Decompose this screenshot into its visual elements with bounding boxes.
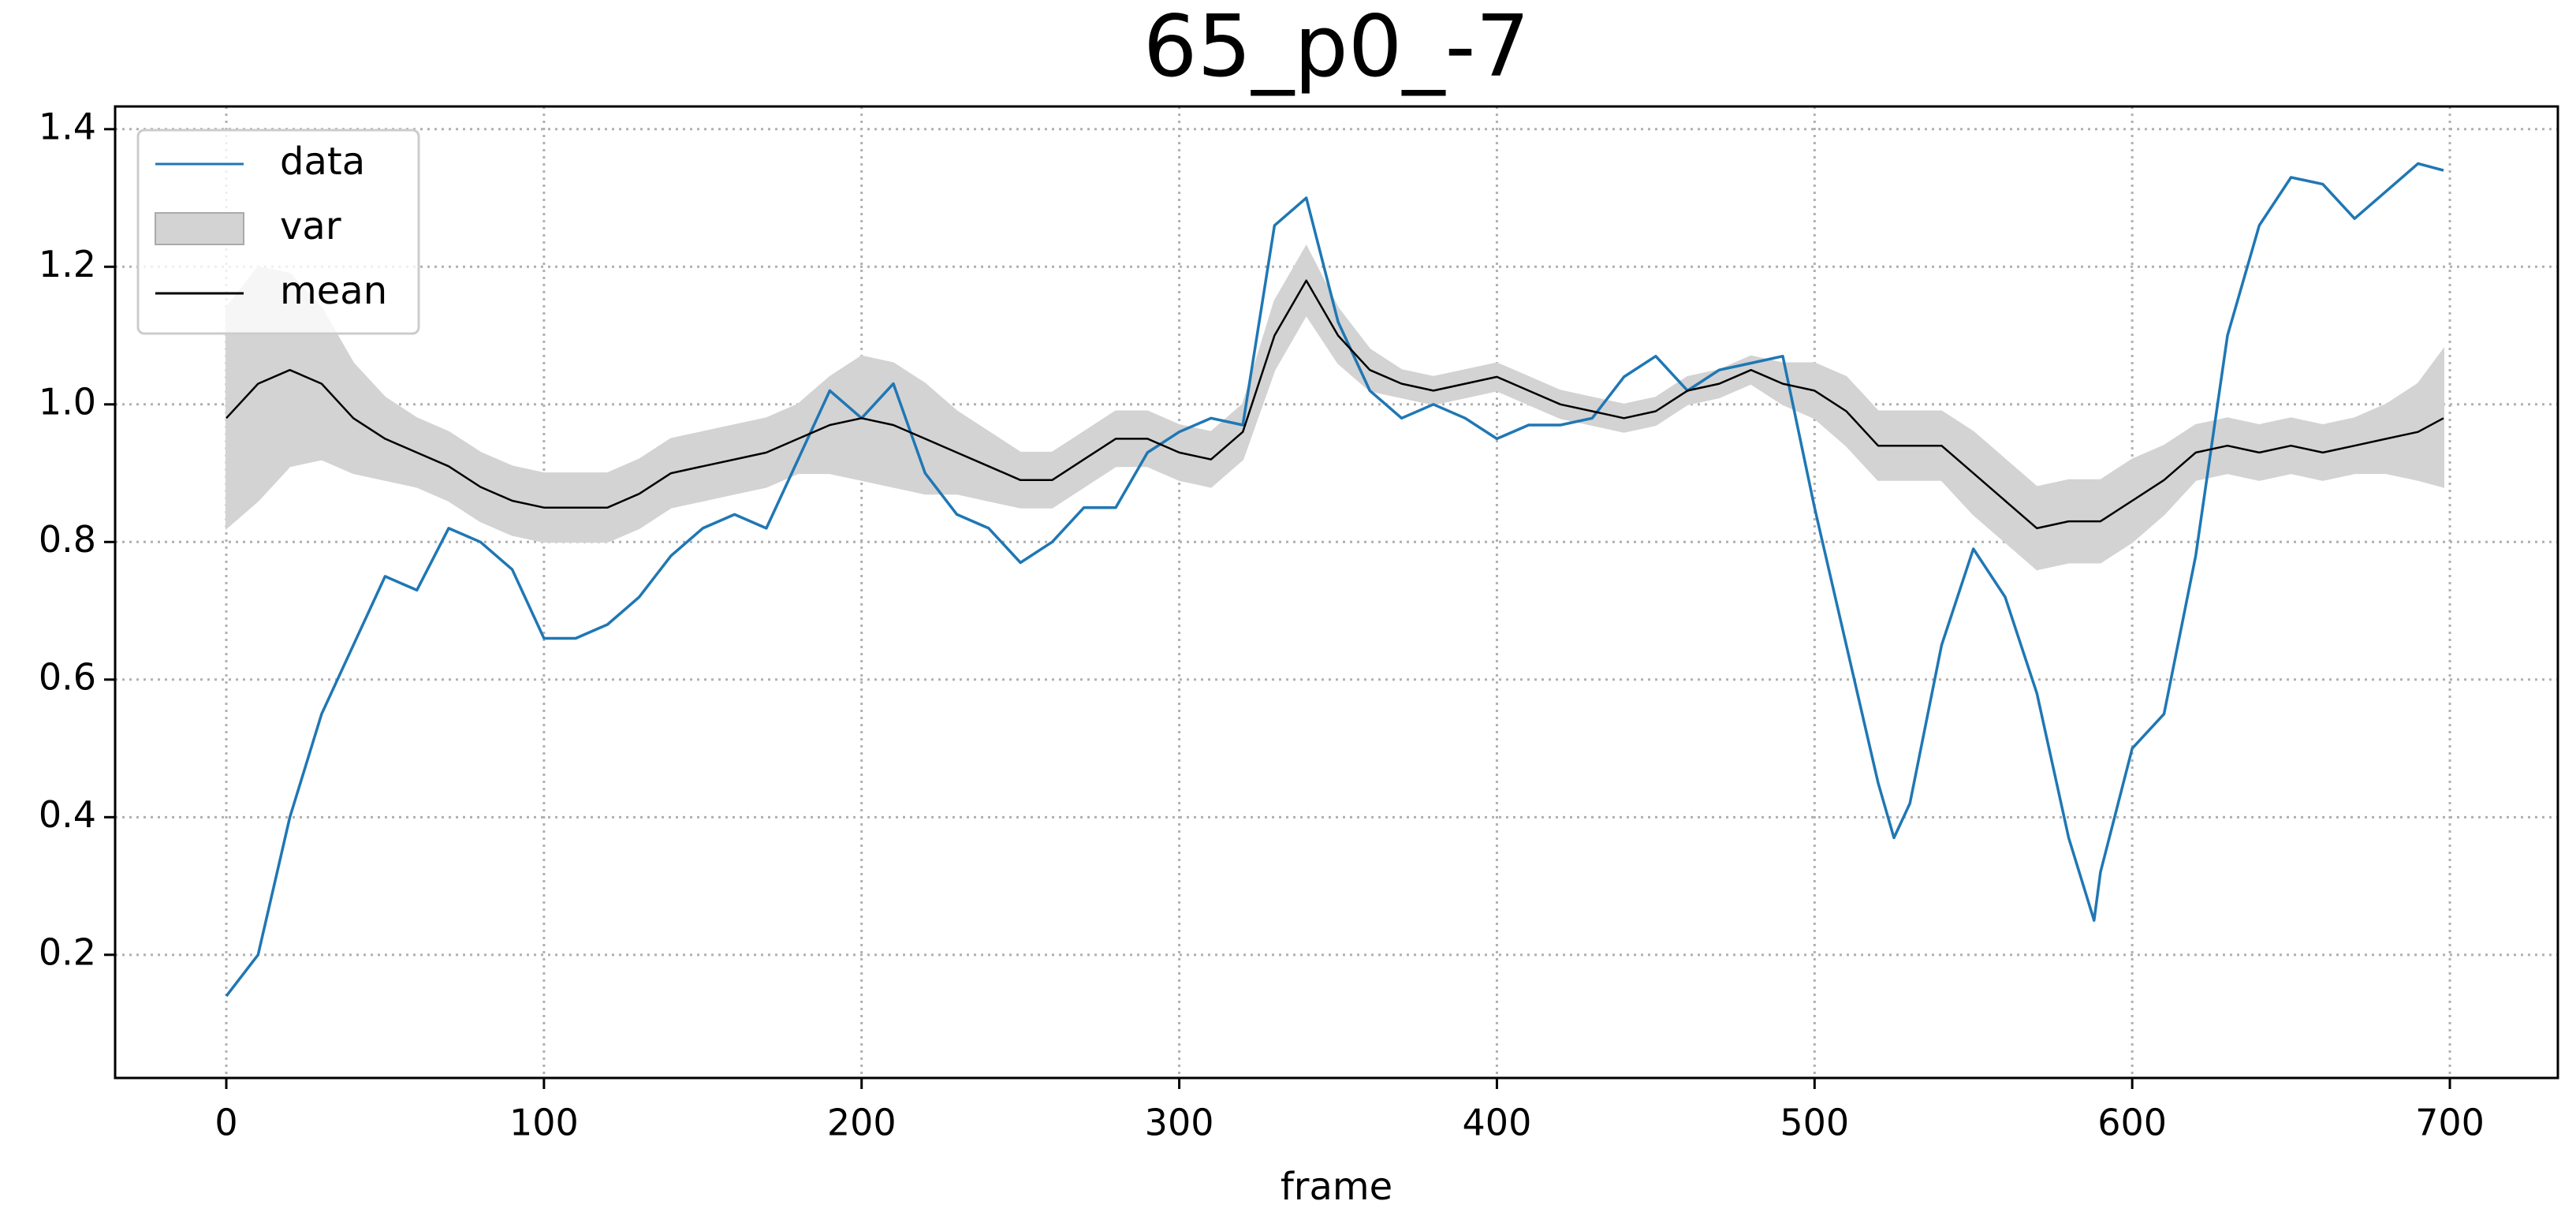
y-tick-label: 0.6 bbox=[39, 655, 96, 698]
legend-label: mean bbox=[280, 269, 387, 313]
y-tick-label: 0.2 bbox=[39, 931, 96, 973]
y-tick-label: 1.2 bbox=[39, 243, 96, 285]
x-tick-label: 400 bbox=[1463, 1102, 1532, 1144]
x-tick-label: 600 bbox=[2097, 1102, 2167, 1144]
plot-frame bbox=[114, 105, 2559, 1080]
data-line bbox=[226, 279, 2444, 530]
y-tick-label: 0.4 bbox=[39, 793, 96, 836]
x-axis-label: frame bbox=[1281, 1165, 1392, 1209]
x-tick-label: 500 bbox=[1780, 1102, 1849, 1144]
data-line bbox=[225, 162, 2444, 998]
legend-box bbox=[136, 129, 420, 335]
chart-title: 65_p0_-7 bbox=[1143, 0, 1530, 96]
y-tick-label: 0.8 bbox=[39, 518, 96, 561]
x-tick-label: 200 bbox=[827, 1102, 897, 1144]
y-tick-label: 1.4 bbox=[39, 105, 96, 147]
legend-label: var bbox=[280, 204, 341, 248]
legend-label: data bbox=[280, 140, 365, 184]
x-tick-label: 100 bbox=[509, 1102, 579, 1144]
legend-swatch bbox=[155, 212, 244, 245]
x-tick-label: 0 bbox=[214, 1102, 237, 1144]
y-tick-label: 1.0 bbox=[39, 380, 96, 423]
variance-band bbox=[226, 244, 2444, 571]
x-tick-label: 700 bbox=[2415, 1102, 2485, 1144]
x-tick-label: 300 bbox=[1145, 1102, 1214, 1144]
